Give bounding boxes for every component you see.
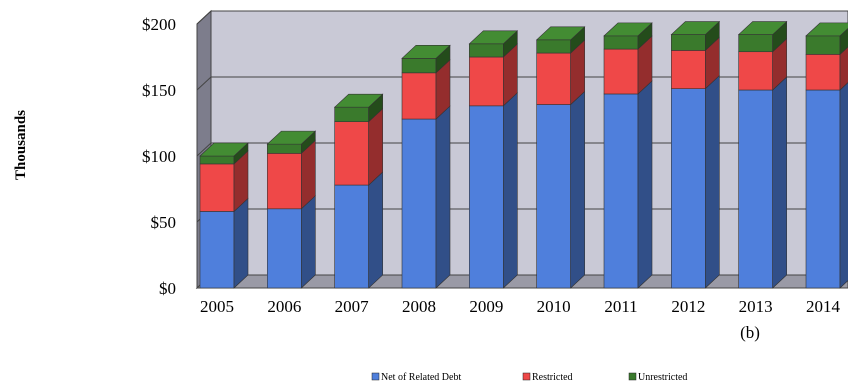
bar-segment — [805, 89, 841, 289]
bar-stack — [468, 30, 519, 289]
bar-stack — [266, 130, 317, 289]
bar-segment — [536, 52, 571, 105]
x-tick-label: 2006 — [267, 297, 301, 316]
y-axis-label: Thousands — [13, 110, 29, 180]
bar-top — [670, 21, 721, 35]
bar-segment-side — [772, 76, 787, 289]
bar-segment — [334, 121, 369, 186]
bar-top — [199, 142, 249, 157]
legend-item: Restricted — [522, 372, 573, 383]
x-axis-ticks: 2005 2006 2007 2008 2009 2010 2011 2012 2013 2014 — [200, 297, 841, 316]
bar-stack — [535, 26, 586, 289]
bar-segment-side — [301, 195, 316, 289]
y-tick-label: $100 — [142, 147, 176, 166]
bar-segment — [199, 163, 235, 212]
bar-segment — [199, 211, 235, 289]
bar-segment — [603, 48, 639, 95]
bar-segment-side — [839, 82, 848, 289]
bar-segment — [469, 43, 504, 58]
x-tick-label: 2010 — [537, 297, 571, 316]
bar-segment — [603, 35, 639, 50]
bar-stack — [670, 20, 721, 289]
bar-top — [266, 130, 317, 145]
bar-segment — [671, 34, 706, 51]
x-tick-label: 2005 — [200, 297, 234, 316]
bar-segment — [536, 104, 571, 289]
bar-segment — [738, 89, 773, 289]
bar-segment — [401, 118, 437, 289]
bar-segment — [536, 39, 571, 54]
bar-segment — [401, 58, 437, 74]
legend-swatch — [522, 372, 531, 381]
bars — [199, 20, 848, 289]
y-tick-label: $150 — [142, 81, 176, 100]
legend-label: Restricted — [532, 372, 573, 383]
bar-segment — [738, 34, 773, 53]
bar-top — [535, 26, 586, 41]
bar-stack — [401, 44, 451, 289]
x-tick-label: 2011 — [604, 297, 637, 316]
gridline-side — [196, 76, 212, 91]
bar-stack — [603, 22, 653, 289]
gridline-side — [196, 142, 212, 157]
x-tick-label: 2007 — [335, 297, 370, 316]
legend-item: Unrestricted — [628, 372, 687, 383]
x-tick-label: 2012 — [671, 297, 705, 316]
x-tick-label: 2013 — [739, 297, 773, 316]
bar-segment-side — [637, 80, 653, 289]
bar-segment-side — [233, 197, 249, 289]
bar-segment — [334, 106, 369, 122]
y-tick-label: $50 — [151, 213, 177, 232]
gridline-side — [196, 10, 212, 25]
y-tick-label: $200 — [142, 15, 176, 34]
bar-segment-side — [368, 171, 383, 289]
legend-swatch — [628, 372, 637, 381]
bar-top — [737, 21, 788, 35]
bar-segment — [267, 153, 302, 210]
x-tick-label: 2008 — [402, 297, 436, 316]
bar-segment — [267, 143, 302, 154]
bar-segment — [469, 105, 504, 289]
x-tick-label: 2014 — [806, 297, 841, 316]
x-tick-label: 2009 — [469, 297, 503, 316]
bar-segment-side — [435, 105, 451, 289]
y-axis-ticks: $0 $50 $100 $150 $200 — [142, 15, 176, 298]
legend: Net of Related Debt Restricted Unrestricte… — [371, 372, 687, 383]
annotation-b: (b) — [740, 323, 760, 342]
bar-segment — [603, 93, 639, 289]
bar-segment-side — [705, 74, 720, 289]
bar-stack — [199, 142, 249, 289]
bar-top — [333, 93, 384, 108]
legend-item: Net of Related Debt — [371, 372, 461, 383]
bar-segment-side — [503, 92, 518, 289]
bar-segment — [805, 35, 841, 55]
bar-segment — [805, 54, 841, 91]
bar-segment — [401, 72, 437, 120]
legend-label: Net of Related Debt — [381, 372, 461, 383]
bar-top — [401, 45, 451, 59]
legend-swatch — [371, 372, 380, 381]
bar-segment — [199, 155, 235, 165]
legend-label: Unrestricted — [638, 372, 687, 383]
bar-segment — [671, 50, 706, 89]
bar-stack — [737, 20, 788, 289]
bar-top — [805, 22, 848, 37]
bar-segment — [334, 184, 369, 289]
bar-segment — [469, 56, 504, 107]
bar-segment — [738, 51, 773, 91]
bar-segment — [267, 208, 302, 289]
y-tick-label: $0 — [159, 279, 176, 298]
bar-top — [468, 30, 519, 45]
bar-stack — [333, 93, 384, 289]
bar-segment-side — [839, 46, 848, 91]
bar-segment — [671, 88, 706, 289]
bar-segment-side — [839, 28, 848, 56]
bar-top — [603, 22, 653, 37]
bar-segment-side — [570, 90, 585, 289]
bar-stack — [805, 22, 848, 289]
